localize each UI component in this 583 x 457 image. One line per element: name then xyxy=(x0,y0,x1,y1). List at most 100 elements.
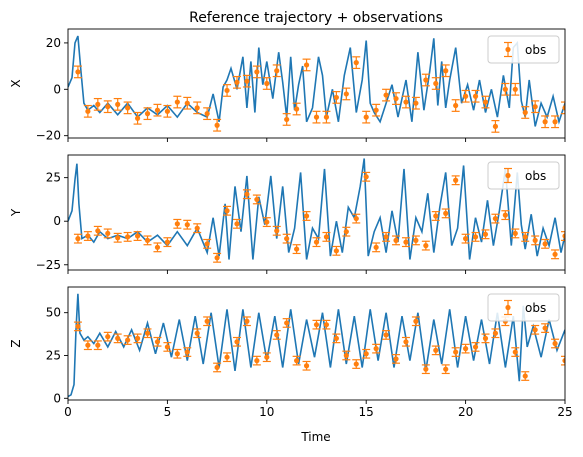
observation-marker xyxy=(224,354,230,360)
observation-point xyxy=(561,101,565,115)
observation-marker xyxy=(274,228,280,234)
legend: obs xyxy=(487,161,560,190)
observation-point xyxy=(461,233,470,244)
observation-point xyxy=(322,319,331,330)
observation-marker xyxy=(363,174,369,180)
observation-marker xyxy=(532,237,538,243)
observation-marker xyxy=(423,366,429,372)
observation-marker xyxy=(333,335,339,341)
observation-marker xyxy=(95,228,101,234)
observation-point xyxy=(352,359,361,369)
observation-marker xyxy=(264,354,270,360)
observation-marker xyxy=(562,233,565,239)
observation-marker xyxy=(115,335,121,341)
observation-marker xyxy=(393,237,399,243)
observation-marker xyxy=(184,349,190,355)
observation-marker xyxy=(532,104,538,110)
observation-point xyxy=(183,96,192,110)
observation-marker xyxy=(512,230,518,237)
observation-marker xyxy=(174,221,180,227)
observation-point xyxy=(312,319,321,330)
observation-point xyxy=(272,330,281,340)
observation-marker xyxy=(562,105,565,111)
observation-marker xyxy=(323,234,330,240)
observation-marker xyxy=(542,325,548,331)
observation-marker xyxy=(313,239,320,245)
observation-marker xyxy=(274,68,280,74)
observation-point xyxy=(183,347,192,357)
observation-point xyxy=(471,342,480,352)
observation-marker xyxy=(214,122,220,128)
observation-marker xyxy=(492,215,499,222)
observation-marker xyxy=(472,234,479,240)
observation-point xyxy=(372,242,381,253)
observation-marker xyxy=(254,358,260,364)
observation-point xyxy=(153,336,162,347)
observation-point xyxy=(451,347,460,357)
observation-marker xyxy=(343,229,349,235)
observation-marker xyxy=(244,318,250,324)
observation-marker xyxy=(343,352,349,359)
observation-marker xyxy=(472,344,479,350)
y-tick-label: 0 xyxy=(53,391,61,405)
observation-point xyxy=(362,348,371,359)
observation-marker xyxy=(204,318,210,324)
observation-point xyxy=(421,364,430,375)
observation-marker xyxy=(443,366,449,372)
observation-marker xyxy=(492,330,499,336)
observation-marker xyxy=(125,105,131,111)
y-tick-label: 50 xyxy=(46,306,61,320)
observation-point xyxy=(531,100,540,114)
observation-marker xyxy=(463,93,469,99)
observation-marker xyxy=(333,248,339,254)
observation-point xyxy=(471,231,480,242)
observation-point xyxy=(431,77,440,90)
chart-title: Reference trajectory + observations xyxy=(189,10,443,26)
observation-marker xyxy=(542,241,548,247)
observation-point xyxy=(332,91,341,104)
observation-point xyxy=(123,101,132,115)
observation-point xyxy=(213,252,222,263)
y-tick-label: 25 xyxy=(46,171,61,185)
observation-point xyxy=(163,104,172,118)
legend-box xyxy=(487,161,560,190)
observation-point xyxy=(451,175,460,186)
observation-point xyxy=(392,235,401,246)
y-tick-label: 20 xyxy=(46,36,61,50)
observation-point xyxy=(342,226,351,237)
observation-marker xyxy=(393,95,399,102)
observation-marker xyxy=(254,69,260,75)
observation-point xyxy=(183,219,192,230)
observation-marker xyxy=(174,351,180,357)
observation-marker xyxy=(433,213,439,219)
observation-marker xyxy=(303,213,310,219)
observation-marker xyxy=(194,225,200,231)
y-tick-label: −20 xyxy=(36,129,61,143)
x-tick-label: 5 xyxy=(164,405,172,419)
observation-point xyxy=(242,189,251,200)
x-tick-label: 25 xyxy=(557,405,572,419)
y-axis-label: X xyxy=(9,79,23,87)
observation-marker xyxy=(353,60,359,66)
observation-point xyxy=(491,213,500,224)
observation-marker xyxy=(433,347,439,353)
observation-marker xyxy=(264,80,270,87)
observation-marker xyxy=(303,62,310,68)
observation-marker xyxy=(125,234,131,240)
observation-point xyxy=(282,233,291,244)
observation-marker xyxy=(134,335,141,341)
observation-marker xyxy=(403,99,409,105)
observations-group xyxy=(73,316,565,381)
observation-point xyxy=(521,371,530,381)
observation-point xyxy=(262,217,271,228)
observation-marker xyxy=(413,237,419,243)
observation-point xyxy=(551,338,560,349)
observation-marker xyxy=(234,221,240,227)
observation-marker xyxy=(552,251,558,257)
observation-point xyxy=(511,347,520,357)
observations-group xyxy=(73,56,565,133)
observation-point xyxy=(362,110,371,124)
